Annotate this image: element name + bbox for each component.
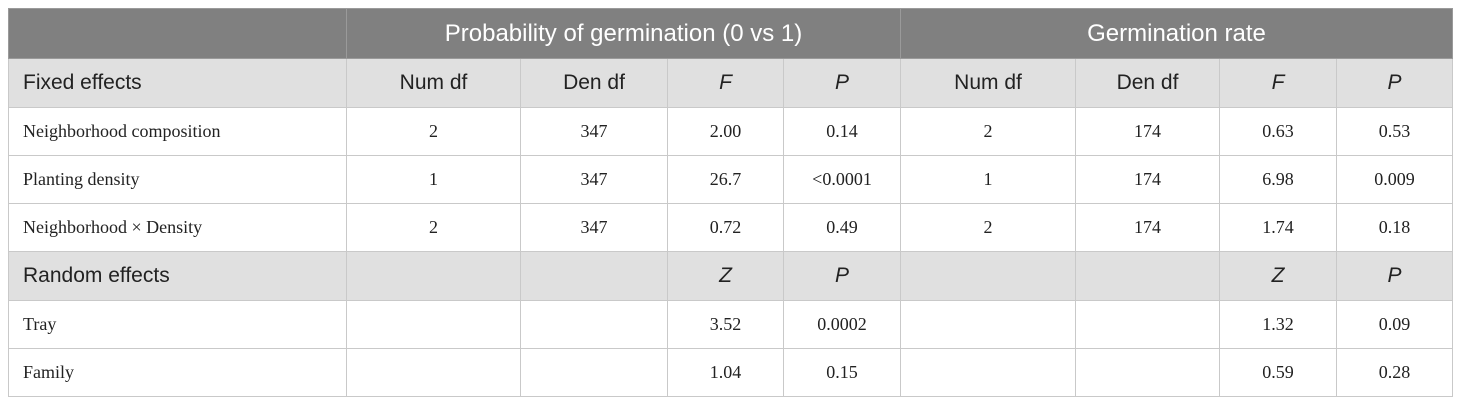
empty-cell xyxy=(346,300,521,349)
value-cell: 347 xyxy=(520,203,668,252)
value-cell: 174 xyxy=(1075,107,1220,156)
header-row: Probability of germination (0 vs 1) Germ… xyxy=(8,8,1453,59)
value-cell: <0.0001 xyxy=(783,155,901,204)
value-cell: 0.15 xyxy=(783,348,901,397)
value-cell: 0.0002 xyxy=(783,300,901,349)
column-header: P xyxy=(783,58,901,108)
empty-cell xyxy=(1075,348,1220,397)
empty-cell xyxy=(900,348,1076,397)
data-row: Tray 3.52 0.0002 1.32 0.09 xyxy=(8,300,1453,349)
empty-cell xyxy=(900,251,1076,301)
value-cell: 1 xyxy=(346,155,521,204)
data-row: Family 1.04 0.15 0.59 0.28 xyxy=(8,348,1453,397)
column-header: P xyxy=(1336,251,1453,301)
value-cell: 347 xyxy=(520,107,668,156)
column-header: P xyxy=(1336,58,1453,108)
value-cell: 0.63 xyxy=(1219,107,1337,156)
empty-cell xyxy=(346,251,521,301)
value-cell: 2 xyxy=(346,107,521,156)
value-cell: 3.52 xyxy=(667,300,784,349)
row-label: Family xyxy=(8,348,347,397)
value-cell: 0.009 xyxy=(1336,155,1453,204)
row-label: Tray xyxy=(8,300,347,349)
value-cell: 1 xyxy=(900,155,1076,204)
value-cell: 0.28 xyxy=(1336,348,1453,397)
section-label: Fixed effects xyxy=(8,58,347,108)
value-cell: 347 xyxy=(520,155,668,204)
value-cell: 0.14 xyxy=(783,107,901,156)
value-cell: 2 xyxy=(900,203,1076,252)
table-body: Probability of germination (0 vs 1) Germ… xyxy=(8,8,1453,397)
column-header: Z xyxy=(667,251,784,301)
column-header: Num df xyxy=(900,58,1076,108)
data-row: Neighborhood × Density 2 347 0.72 0.49 2 174 1.… xyxy=(8,203,1453,252)
value-cell: 2 xyxy=(346,203,521,252)
value-cell: 1.04 xyxy=(667,348,784,397)
empty-cell xyxy=(1075,251,1220,301)
value-cell: 0.59 xyxy=(1219,348,1337,397)
row-label: Neighborhood composition xyxy=(8,107,347,156)
results-table: Probability of germination (0 vs 1) Germ… xyxy=(8,8,1453,397)
empty-cell xyxy=(520,251,668,301)
value-cell: 1.32 xyxy=(1219,300,1337,349)
value-cell: 0.53 xyxy=(1336,107,1453,156)
value-cell: 174 xyxy=(1075,203,1220,252)
column-header: Den df xyxy=(520,58,668,108)
section-label: Random effects xyxy=(8,251,347,301)
header-cell: Germination rate xyxy=(900,8,1453,59)
value-cell: 174 xyxy=(1075,155,1220,204)
column-header: F xyxy=(1219,58,1337,108)
empty-cell xyxy=(1075,300,1220,349)
column-header: F xyxy=(667,58,784,108)
row-label: Planting density xyxy=(8,155,347,204)
data-row: Planting density 1 347 26.7 <0.0001 1 174 6.98 0… xyxy=(8,155,1453,204)
data-row: Neighborhood composition 2 347 2.00 0.14 2 174… xyxy=(8,107,1453,156)
value-cell: 6.98 xyxy=(1219,155,1337,204)
empty-cell xyxy=(346,348,521,397)
column-header: Z xyxy=(1219,251,1337,301)
value-cell: 0.72 xyxy=(667,203,784,252)
value-cell: 0.18 xyxy=(1336,203,1453,252)
section-header-row: Random effects Z P Z P xyxy=(8,251,1453,301)
value-cell: 0.49 xyxy=(783,203,901,252)
value-cell: 2 xyxy=(900,107,1076,156)
column-header: Num df xyxy=(346,58,521,108)
column-header: P xyxy=(783,251,901,301)
value-cell: 1.74 xyxy=(1219,203,1337,252)
value-cell: 2.00 xyxy=(667,107,784,156)
value-cell: 26.7 xyxy=(667,155,784,204)
empty-cell xyxy=(520,300,668,349)
empty-cell xyxy=(900,300,1076,349)
header-cell xyxy=(8,8,347,59)
row-label: Neighborhood × Density xyxy=(8,203,347,252)
empty-cell xyxy=(520,348,668,397)
section-header-row: Fixed effects Num df Den df F P Num df Den df F… xyxy=(8,58,1453,108)
value-cell: 0.09 xyxy=(1336,300,1453,349)
header-cell: Probability of germination (0 vs 1) xyxy=(346,8,901,59)
column-header: Den df xyxy=(1075,58,1220,108)
